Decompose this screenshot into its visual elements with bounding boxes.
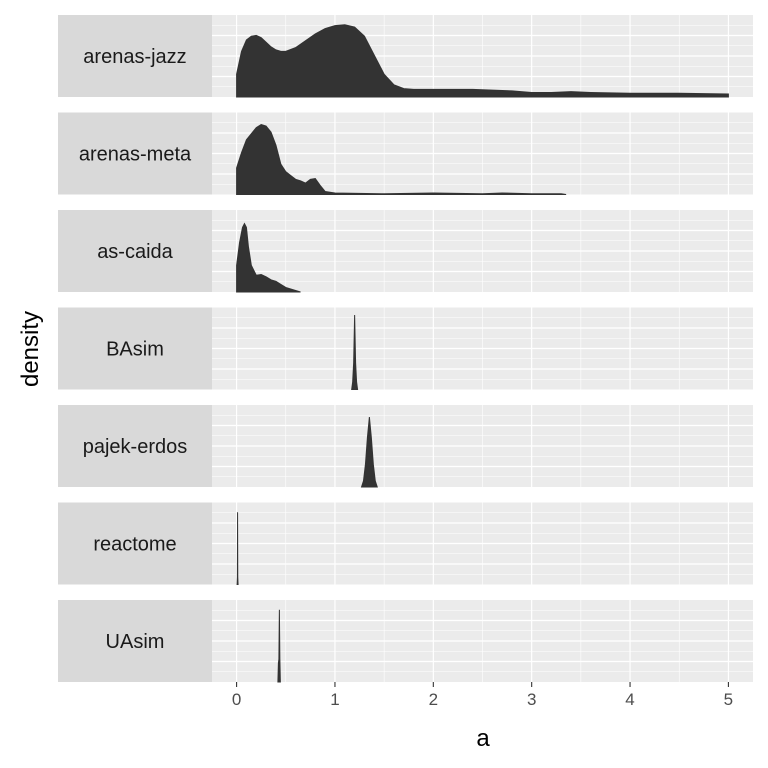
facet-strip-label: pajek-erdos xyxy=(83,436,188,458)
facet-strip-label: reactome xyxy=(93,534,176,556)
facet-strip-label: arenas-jazz xyxy=(83,46,186,68)
x-axis: 0 1 2 3 4 5 xyxy=(232,682,733,709)
facet-strip xyxy=(58,210,212,292)
facet-strip xyxy=(58,307,212,390)
facet-reactome: reactome xyxy=(58,502,753,585)
density-area-arenas-meta xyxy=(236,124,567,195)
facet-strip xyxy=(58,15,212,97)
facet-arenas-meta: arenas-meta xyxy=(58,112,753,195)
facet-UAsim: UAsim xyxy=(58,600,753,683)
density-area-pajek-erdos xyxy=(360,417,378,488)
density-area-arenas-jazz xyxy=(236,24,729,98)
facet-strip xyxy=(58,112,212,195)
facet-strip xyxy=(58,502,212,585)
facet-strip-label: as-caida xyxy=(97,241,173,263)
density-area-BAsim xyxy=(351,315,359,390)
density-area-UAsim xyxy=(277,609,281,683)
facet-strip-label: arenas-meta xyxy=(79,144,192,166)
facet-arenas-jazz: arenas-jazz xyxy=(58,15,753,98)
x-tick-label: 0 xyxy=(232,690,241,709)
facet-strip-label: UAsim xyxy=(106,631,165,653)
x-tick-label: 1 xyxy=(330,690,339,709)
x-tick-label: 5 xyxy=(724,690,733,709)
x-axis-title: a xyxy=(476,725,490,752)
facet-panels: arenas-jazz arenas-meta as-caida BAsim pajek… xyxy=(58,15,753,683)
facet-BAsim: BAsim xyxy=(58,307,753,390)
x-tick-label: 3 xyxy=(527,690,536,709)
facet-strip xyxy=(58,600,212,682)
facet-pajek-erdos: pajek-erdos xyxy=(58,405,753,488)
facet-strip-label: BAsim xyxy=(106,339,164,361)
density-area-reactome xyxy=(236,512,239,585)
y-axis-title: density xyxy=(17,311,44,387)
x-tick-label: 2 xyxy=(429,690,438,709)
facet-strip xyxy=(58,405,212,487)
facet-as-caida: as-caida xyxy=(58,210,753,293)
density-area-as-caida xyxy=(236,222,301,293)
x-tick-label: 4 xyxy=(625,690,634,709)
